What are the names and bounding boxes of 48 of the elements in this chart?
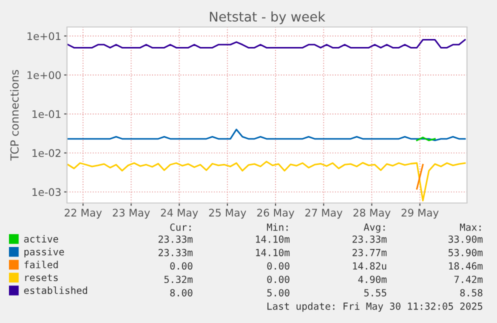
legend-label: active [24,235,58,243]
text: Min: [266,223,288,231]
text: 14.10m [256,235,290,243]
text: 7.42m [454,276,483,283]
x-tick-label: 24 May [160,208,198,219]
text: 23.33m [158,235,193,243]
text: 8.00 [170,289,192,296]
y-axis-title: TCP connections [10,70,19,161]
text: 8.58 [460,289,482,296]
line-series [67,128,466,142]
x-tick-label: 22 May [64,208,102,219]
text: 23.33m [158,248,193,256]
x-tick-label: 26 May [257,208,294,219]
text: 14.10m [256,248,290,256]
x-tick-label: 25 May [209,208,246,219]
y-tick-label: 1e-03 [32,188,61,196]
legend-label: passive [24,248,64,258]
text: 33.90m [448,235,483,243]
line-series [67,160,466,202]
y-tick-label: 1e+01 [28,32,60,40]
text: 0.00 [267,262,290,270]
text: 5.32m [164,276,193,284]
x-tick-label: 28 May [353,208,390,219]
text: 4.90m [358,276,387,284]
text: 5.00 [267,289,290,296]
line-series [67,38,466,48]
x-tick-label: 29 May [402,208,439,219]
text: Max: [460,224,481,231]
text: Last update: Fri May 30 11:32:05 2025 [267,302,482,312]
text: Avg: [364,224,385,233]
text: 0.00 [267,276,290,284]
text: Cur: [170,223,191,231]
legend-label: failed [24,260,58,268]
legend-label: resets [25,274,58,282]
text: 14.82u [353,262,386,270]
chart-title: Netstat - by week [210,11,326,24]
text: 53.90m [448,248,483,256]
x-tick-label: 27 May [305,208,342,219]
y-tick-label: 1e+00 [28,71,61,80]
y-tick-label: 1e-02 [32,149,60,158]
text: 0.00 [170,262,192,270]
y-tick-label: 1e-01 [32,110,60,118]
text: 23.33m [352,235,387,243]
text: 5.55 [364,289,386,296]
legend-label: established [24,286,88,294]
text: 18.46m [449,262,483,270]
text: 23.77m [352,248,387,256]
x-tick-label: 23 May [112,208,150,219]
